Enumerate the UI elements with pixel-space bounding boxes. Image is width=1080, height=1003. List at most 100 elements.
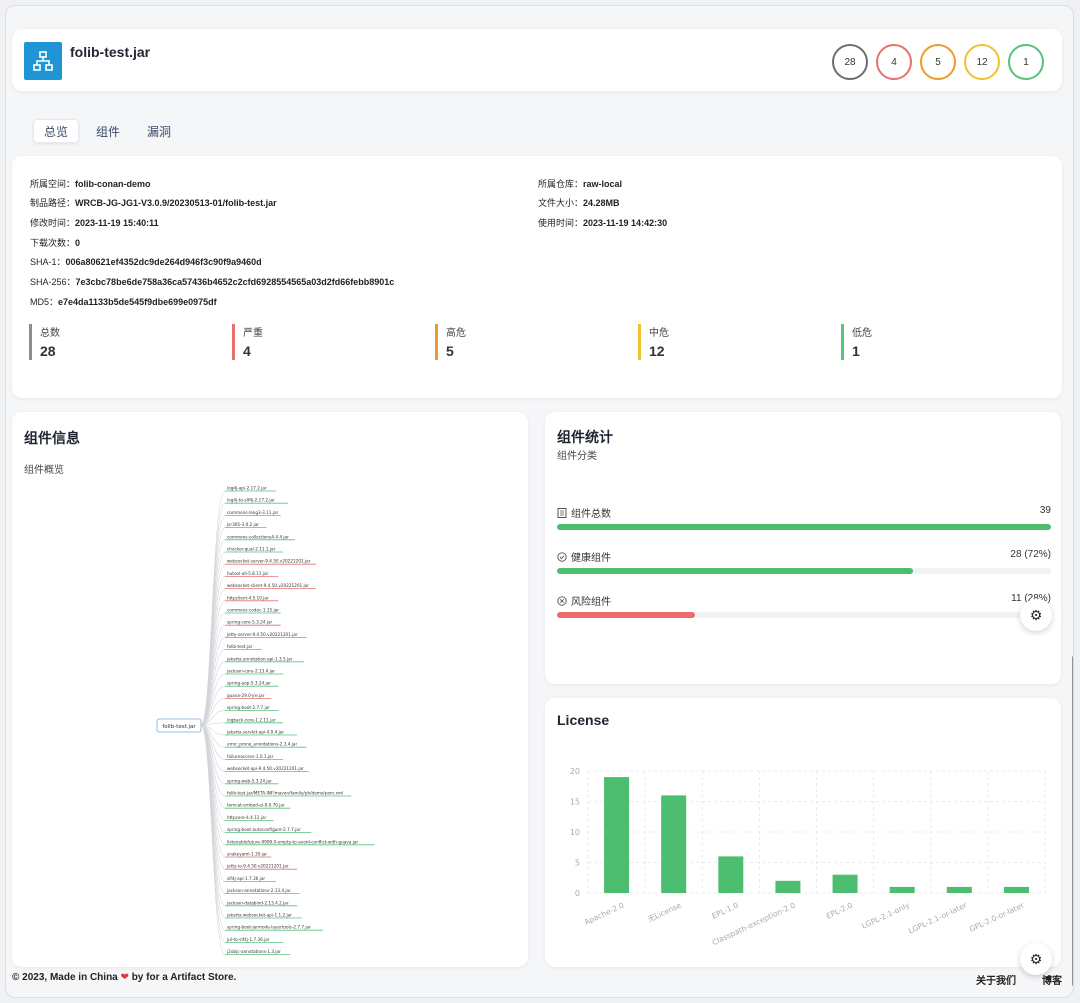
component-category-label: 组件分类: [557, 451, 597, 462]
tree-node-label[interactable]: slf4j-api-1.7.36.jar: [227, 876, 265, 881]
tree-node-label[interactable]: jsr305-3.0.2.jar: [226, 522, 259, 527]
tree-node-label[interactable]: websocket-client-9.4.50.v20221201.jar: [227, 583, 309, 588]
license-bar[interactable]: [946, 886, 972, 893]
tree-node-label[interactable]: log4j-api-2.17.2.jar: [227, 486, 267, 491]
downloads-info: 下载次数：0: [30, 238, 81, 248]
tree-node-label[interactable]: folib-test.jar/META-INF/maven/family/ph/…: [227, 791, 343, 796]
blog-link[interactable]: 博客: [1042, 976, 1062, 987]
tree-node-label[interactable]: commons-collections4-4.4.jar: [227, 534, 289, 539]
tree-node-label[interactable]: jakarta.servlet-api-4.0.4.jar: [226, 730, 284, 735]
settings-button-2[interactable]: ⚙: [1020, 943, 1052, 975]
tree-node-label[interactable]: jackson-core-2.13.4.jar: [226, 669, 275, 674]
severity-stat-label: 总数: [40, 328, 60, 339]
severity-stat-value: 12: [649, 343, 665, 359]
healthy-components-value: 28 (72%): [1010, 549, 1051, 560]
tree-node-label[interactable]: websocket-server-9.4.50.v20221201.jar: [227, 559, 311, 564]
tree-link: [200, 637, 226, 726]
component-info-card: 组件信息 组件概览 log4j-api-2.17.2.jar log4j-to-s…: [12, 412, 528, 967]
about-link[interactable]: 关于我们: [976, 976, 1016, 987]
tab-overview[interactable]: 总览: [33, 119, 80, 143]
severity-stat: 中危 12: [638, 324, 669, 360]
tree-node-label[interactable]: jetty-server-9.4.50.v20221201.jar: [226, 632, 298, 637]
tree-node-label[interactable]: folib-test.jar: [227, 644, 253, 649]
size-info: 文件大小：24.28MB: [538, 198, 620, 208]
tree-node-label[interactable]: jackson-databind-2.13.4.2.jar: [226, 900, 289, 905]
tree-node-label[interactable]: jakarta.annotation-api-1.3.5.jar: [226, 656, 293, 661]
x-tick-label: GPL-2.0-or-later: [968, 900, 1026, 934]
footer-copyright: © 2023, Made in China ❤ by for a Artifac…: [12, 972, 236, 983]
tree-node-label[interactable]: spring-boot-autoconfigure-2.7.7.jar: [227, 827, 301, 832]
tree-link: [200, 722, 226, 726]
tree-node-label[interactable]: jackson-annotations-2.13.4.jar: [226, 888, 291, 893]
tree-node-label[interactable]: error_prone_annotations-2.3.4.jar: [227, 742, 297, 747]
modified-value: 2023-11-19 15:40:11: [75, 218, 159, 228]
y-tick-label: 20: [570, 767, 580, 776]
y-tick-label: 0: [575, 889, 580, 898]
tree-root[interactable]: folib-test.jar: [156, 718, 202, 733]
tree-node-label[interactable]: guava-29.0-jre.jar: [227, 693, 265, 698]
tree-node-label[interactable]: websocket-api-9.4.50.v20221201.jar: [227, 766, 304, 771]
license-card: License 0 5 10 15 20 Apache-2.0 无License EPL-1.…: [545, 698, 1061, 967]
license-bar[interactable]: [718, 856, 744, 893]
scrollbar[interactable]: [1072, 656, 1073, 986]
license-bar[interactable]: [604, 777, 630, 893]
total-components-label: 组件总数: [557, 505, 611, 520]
tab-vulnerabilities[interactable]: 漏洞: [147, 124, 172, 139]
tree-link: [200, 600, 226, 726]
severity-stat-value: 28: [40, 343, 56, 359]
risk-components-value: 11 (28%): [1011, 593, 1051, 604]
license-bar[interactable]: [889, 886, 915, 893]
repo-value: raw-local: [583, 179, 623, 189]
severity-stat-value: 4: [243, 343, 251, 359]
app-window: folib-test.jar 总览 组件 漏洞 所属空间：folib-conan…: [5, 5, 1074, 998]
tree-link: [200, 698, 226, 726]
tree-node-label[interactable]: jul-to-slf4j-1.7.36.jar: [226, 937, 270, 942]
tree-node-label[interactable]: tomcat-embed-el-9.0.70.jar: [227, 803, 285, 808]
tree-node-label[interactable]: httpclient-4.5.10.jar: [227, 595, 269, 600]
settings-button[interactable]: ⚙: [1020, 599, 1052, 631]
tree-node-label[interactable]: snakeyaml-1.30.jar: [227, 852, 267, 857]
sha1-info: SHA-1：006a80621ef4352dc9de264d946f3c90f9…: [30, 257, 262, 267]
tree-node-label[interactable]: spring-aop-5.3.24.jar: [227, 681, 271, 686]
tree-node-label[interactable]: listenablefuture-9999.0-empty-to-avoid-c…: [227, 839, 358, 844]
tree-node-label[interactable]: hutool-all-5.8.11.jar: [227, 571, 269, 576]
sha256-info: SHA-256：7e3cbc78be6de758a36ca57436b4652c…: [30, 277, 395, 287]
count-badge: 4: [876, 44, 912, 80]
tree-node-label[interactable]: failureaccess-1.0.1.jar: [227, 754, 274, 759]
tree-node-label[interactable]: jakarta.websocket-api-1.1.2.jar: [226, 913, 292, 918]
tree-link: [200, 624, 226, 726]
severity-stat: 总数 28: [29, 324, 60, 360]
tree-node-label[interactable]: spring-web-5.3.24.jar: [227, 778, 272, 783]
used-info: 使用时间：2023-11-19 14:42:30: [538, 218, 668, 228]
x-tick-label: 无License: [646, 900, 683, 923]
tree-node-label[interactable]: httpcore-4.4.12.jar: [227, 815, 267, 820]
tree-node-label[interactable]: log4j-to-slf4j-2.17.2.jar: [227, 498, 275, 503]
count-badge: 1: [1008, 44, 1044, 80]
tree-node-label[interactable]: jetty-io-9.4.50.v20221201.jar: [226, 864, 289, 869]
gear-icon: ⚙: [1029, 950, 1043, 967]
x-circle-icon: [557, 595, 567, 606]
tree-node-label[interactable]: spring-boot-2.7.7.jar: [227, 705, 270, 710]
tree-node-label[interactable]: spring-boot-jarmode-layertools-2.7.7.jar: [227, 925, 311, 930]
tree-node-label[interactable]: commons-codec-1.15.jar: [227, 608, 279, 613]
count-badge: 28: [832, 44, 868, 80]
severity-stat-label: 低危: [852, 328, 872, 339]
license-bar[interactable]: [1003, 886, 1029, 893]
tree-node-label[interactable]: logback-core-1.2.11.jar: [227, 717, 276, 722]
modified-info: 修改时间：2023-11-19 15:40:11: [30, 218, 159, 228]
tree-node-label[interactable]: commons-lang3-3.11.jar: [227, 510, 279, 515]
tree-node-label[interactable]: spring-core-5.3.24.jar: [227, 620, 273, 625]
healthy-components-fill: [557, 568, 913, 574]
tree-link: [200, 673, 226, 726]
tab-components[interactable]: 组件: [96, 124, 121, 139]
tree-node-label[interactable]: j2objc-annotations-1.3.jar: [226, 949, 281, 954]
repo-info: 所属仓库：raw-local: [538, 179, 623, 189]
md5-value: e7e4da1133b5de545f9dbe699e0975df: [58, 297, 217, 307]
license-bar[interactable]: [775, 880, 801, 893]
heart-icon: ❤: [120, 972, 129, 983]
license-bar[interactable]: [832, 874, 858, 893]
license-bar[interactable]: [661, 795, 687, 893]
tree-node-label[interactable]: checker-qual-2.11.1.jar: [227, 547, 276, 552]
sha256-value: 7e3cbc78be6de758a36ca57436b4652c2cfd6928…: [75, 277, 395, 287]
